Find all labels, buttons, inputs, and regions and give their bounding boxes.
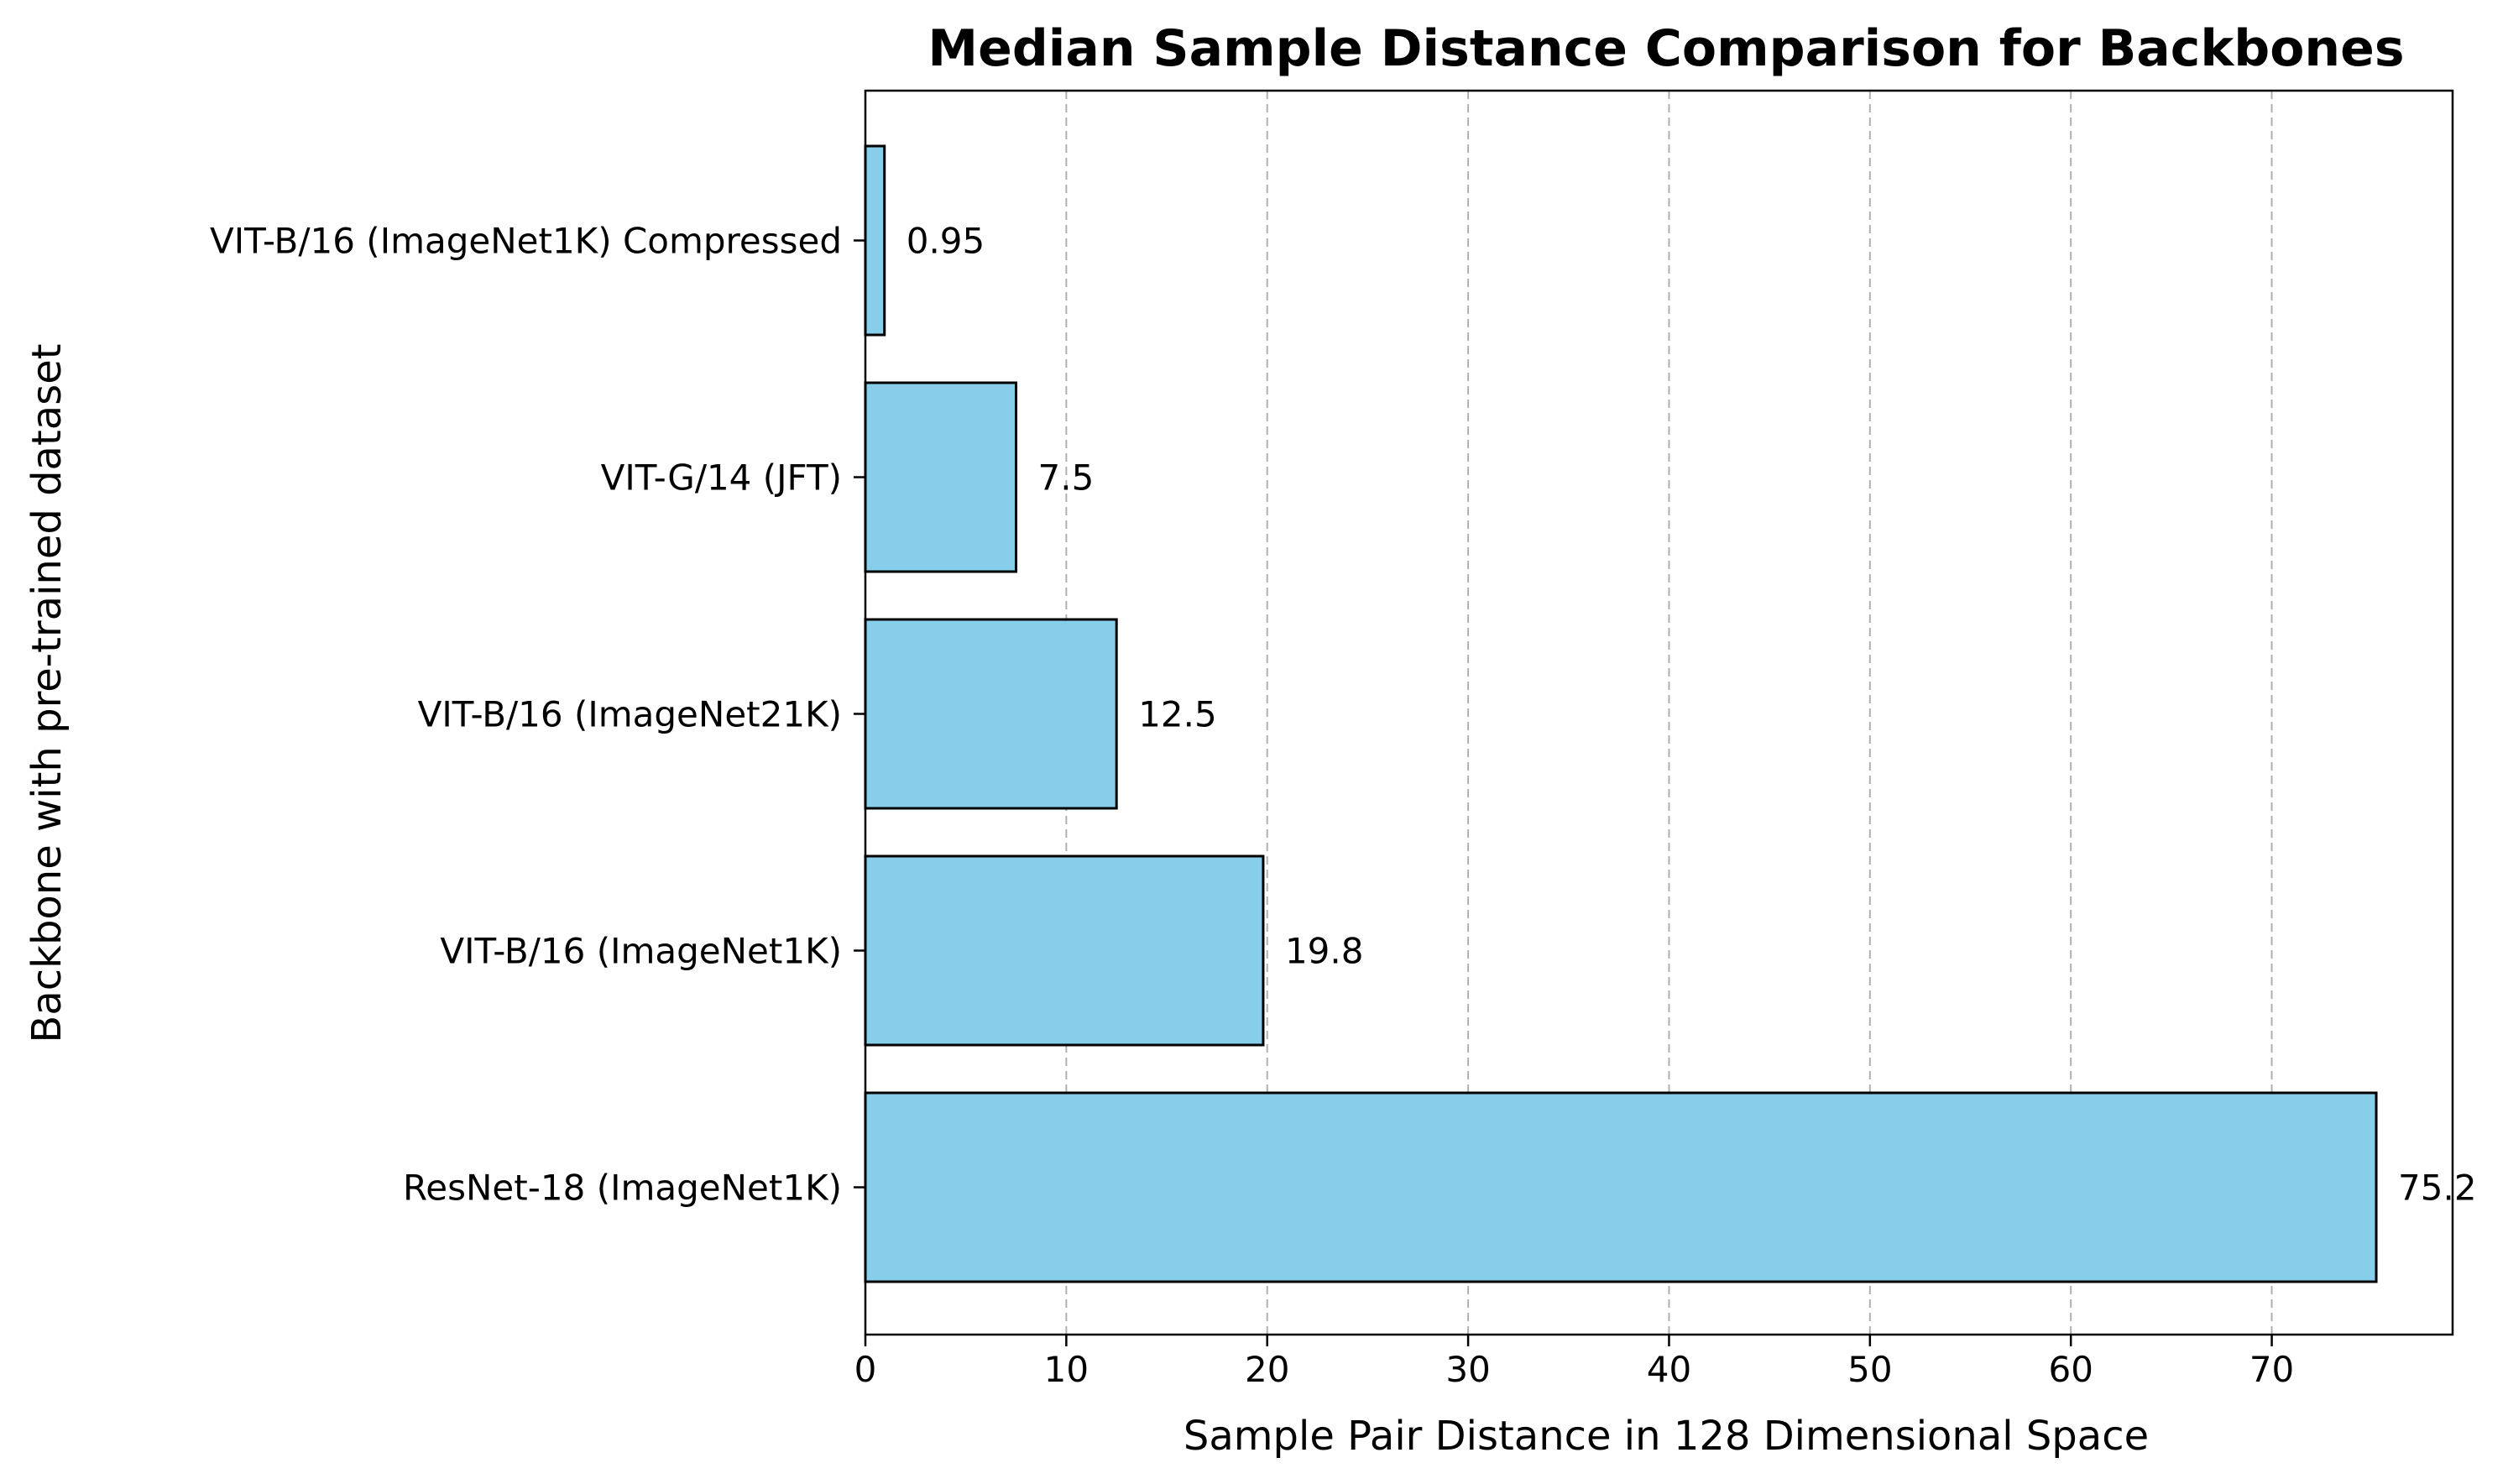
bar-value-label: 0.95 [907,221,985,262]
x-tick-label: 20 [1245,1349,1289,1390]
x-tick-label: 0 [854,1349,877,1390]
bar-value-label: 19.8 [1285,931,1364,972]
bar [864,618,1118,810]
x-tick-label: 70 [2249,1349,2294,1390]
x-tick-label: 30 [1445,1349,1490,1390]
bar [864,854,1265,1047]
x-tick-label: 60 [2048,1349,2093,1390]
grid-lines [1065,91,2273,1335]
y-tick-label: VIT-G/14 (JFT) [601,457,842,499]
bar [864,144,886,337]
x-tick-label: 50 [1847,1349,1892,1390]
bar-value-label: 75.2 [2398,1168,2477,1209]
bar [864,381,1018,573]
chart-title: Median Sample Distance Comparison for Ba… [927,19,2404,78]
y-axis-ticks: VIT-B/16 (ImageNet1K) Compressed VIT-G/14… [210,221,865,1209]
y-tick-label: VIT-B/16 (ImageNet1K) Compressed [210,221,842,262]
plot-area-frame [864,89,2454,1336]
x-axis-label: Sample Pair Distance in 128 Dimensional … [1183,1413,2149,1460]
bar-value-label: 7.5 [1038,457,1095,499]
y-tick-label: VIT-B/16 (ImageNet1K) [440,931,842,972]
bar-value-label: 12.5 [1138,694,1217,735]
y-axis-label: Backbone with pre-trained dataset [24,343,71,1042]
data-labels: 0.95 7.5 12.5 19.8 75.2 [907,221,2477,1209]
y-tick-label: VIT-B/16 (ImageNet21K) [418,694,842,735]
x-tick-label: 40 [1647,1349,1691,1390]
x-axis-ticks: 0 10 20 30 40 50 60 70 [854,1335,2294,1390]
bar [864,1091,2378,1283]
bars [864,144,2378,1283]
x-tick-label: 10 [1044,1349,1089,1390]
y-tick-label: ResNet-18 (ImageNet1K) [403,1168,842,1209]
